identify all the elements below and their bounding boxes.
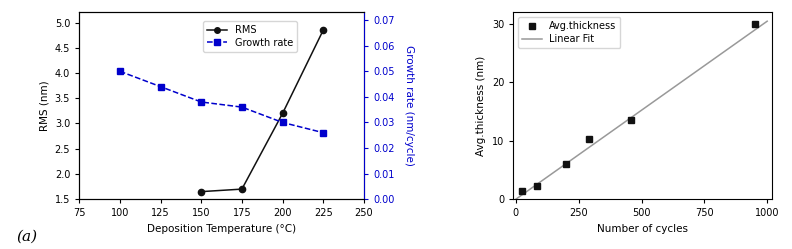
X-axis label: Deposition Temperature (°C): Deposition Temperature (°C) bbox=[147, 224, 296, 234]
Y-axis label: Growth rate (nm/cycle): Growth rate (nm/cycle) bbox=[404, 45, 414, 166]
Legend: RMS, Growth rate: RMS, Growth rate bbox=[204, 21, 297, 52]
X-axis label: Number of cycles: Number of cycles bbox=[597, 224, 688, 234]
Y-axis label: Avg.thickness (nm): Avg.thickness (nm) bbox=[477, 56, 486, 156]
Legend: Avg.thickness, Linear Fit: Avg.thickness, Linear Fit bbox=[518, 17, 620, 48]
Text: (a): (a) bbox=[17, 229, 38, 243]
Y-axis label: RMS (nm): RMS (nm) bbox=[39, 80, 49, 131]
